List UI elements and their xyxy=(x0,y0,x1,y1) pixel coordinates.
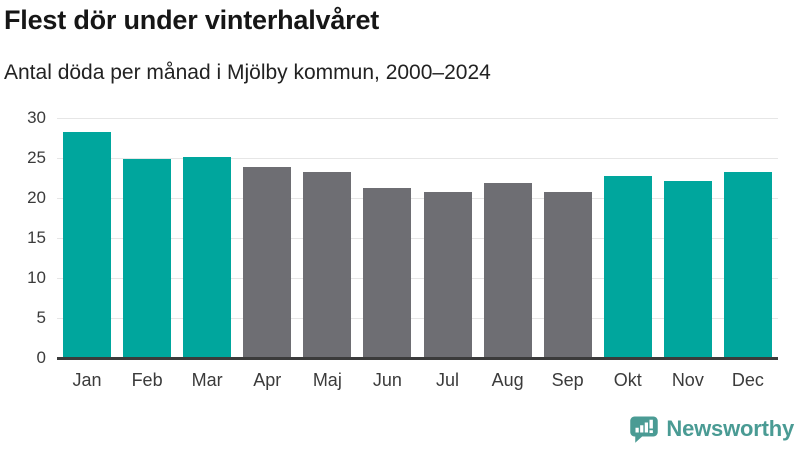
y-tick-label: 0 xyxy=(36,348,46,367)
bar-mar xyxy=(183,157,232,358)
plot-area xyxy=(57,117,778,358)
y-tick-label: 5 xyxy=(36,308,46,327)
x-tick-label-aug: Aug xyxy=(491,370,524,390)
bar-jan xyxy=(63,132,112,358)
bar-nov xyxy=(663,181,712,358)
gridline xyxy=(57,237,778,239)
y-tick-label: 15 xyxy=(27,228,46,247)
newsworthy-logo-text: Newsworthy xyxy=(666,416,794,441)
gridline xyxy=(57,157,778,159)
x-tick-label-sep: Sep xyxy=(551,370,584,390)
gridline xyxy=(57,277,778,279)
y-tick-label: 30 xyxy=(27,108,46,127)
x-tick-label-jun: Jun xyxy=(372,370,402,390)
gridline xyxy=(57,197,778,199)
chart-subtitle: Antal döda per månad i Mjölby kommun, 20… xyxy=(4,61,491,84)
y-tick-label: 20 xyxy=(27,188,46,207)
bar-aug xyxy=(483,182,532,358)
bar-feb xyxy=(123,158,172,358)
x-tick-label-apr: Apr xyxy=(253,370,282,390)
newsworthy-logo-icon xyxy=(630,416,659,443)
chart-title: Flest dör under vinterhalvåret xyxy=(4,5,380,35)
x-tick-label-feb: Feb xyxy=(131,370,163,390)
x-tick-label-mar: Mar xyxy=(191,370,223,390)
y-tick-label: 10 xyxy=(27,268,46,287)
bar-apr xyxy=(243,166,292,358)
bar-jul xyxy=(423,192,472,358)
y-tick-label: 25 xyxy=(27,148,46,167)
bar-okt xyxy=(603,176,652,358)
gridline xyxy=(57,117,778,119)
x-tick-label-maj: Maj xyxy=(312,370,342,390)
x-tick-label-dec: Dec xyxy=(731,370,764,390)
bar-sep xyxy=(543,191,592,358)
branding-footer: Newsworthy xyxy=(629,414,794,444)
x-tick-label-nov: Nov xyxy=(671,370,704,390)
x-tick-label-okt: Okt xyxy=(613,370,642,390)
x-tick-label-jul: Jul xyxy=(435,370,459,390)
gridline xyxy=(57,317,778,319)
bar-jun xyxy=(363,187,412,358)
bar-maj xyxy=(303,171,352,358)
bar-dec xyxy=(723,172,772,358)
x-axis-line xyxy=(57,357,778,360)
x-tick-label-jan: Jan xyxy=(72,370,102,390)
